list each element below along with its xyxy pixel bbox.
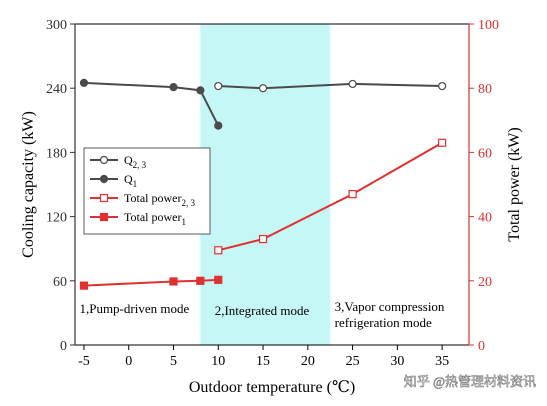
data-point-p23	[438, 138, 447, 147]
x-tick-label: 20	[301, 354, 315, 369]
y-right-axis-title: Total power (kW)	[506, 127, 523, 241]
y-left-tick-label: 0	[60, 339, 67, 354]
series-line-q23	[218, 82, 443, 90]
legend-label-p23: Total power2, 3	[124, 191, 195, 208]
data-point-q1	[169, 83, 178, 92]
x-tick-label: 25	[346, 354, 360, 369]
data-point-q1	[214, 121, 223, 130]
legend-label-main: Q	[124, 172, 133, 186]
y-left-tick-label: 180	[46, 146, 67, 161]
y-right-tick-label: 60	[478, 146, 492, 161]
y-right-tick-label: 40	[478, 211, 492, 226]
legend-marker-q23	[99, 155, 109, 165]
x-tick-label: 10	[211, 354, 225, 369]
legend-marker-p1	[99, 212, 109, 222]
y-left-tick-label: 300	[46, 18, 67, 33]
x-tick-label: 5	[170, 354, 177, 369]
y-right-tick-label: 20	[478, 275, 492, 290]
data-point-p23	[258, 234, 268, 244]
series-line-p1	[83, 278, 219, 287]
legend-label-subscript: 2, 3	[133, 160, 147, 170]
annotation-layer: 1,Pump-driven mode 2,Integrated mode 3,Vap…	[79, 299, 444, 330]
legend-label-q1: Q1	[124, 172, 137, 189]
region-label-line: 2,Integrated mode	[215, 303, 310, 318]
legend-label-main: Total power	[124, 210, 181, 224]
legend-label-main: Q	[124, 153, 133, 167]
region-label-1: 1,Pump-driven mode	[79, 301, 189, 316]
data-point-q1	[79, 78, 89, 87]
x-axis-title: Outdoor temperature (℃)	[189, 379, 355, 396]
data-point-p23	[348, 190, 357, 199]
series-line-q1	[83, 81, 220, 127]
legend-label-subscript: 1	[181, 217, 186, 227]
region-label-3: 3,Vapor compression refrigeration mode	[335, 299, 445, 330]
y-right-tick-label: 0	[478, 339, 485, 354]
data-point-p1	[196, 276, 205, 285]
x-tick-label: -5	[78, 354, 90, 369]
legend-label-main: Total power	[124, 191, 181, 205]
x-tick-label: 30	[390, 354, 404, 369]
data-point-q23	[258, 84, 268, 93]
data-point-p1	[169, 277, 178, 286]
legend-label-q23: Q2, 3	[124, 153, 147, 170]
legend-label-p1: Total power1	[124, 210, 186, 227]
region-label-line: 3,Vapor compression	[335, 299, 445, 314]
region-label-2: 2,Integrated mode	[215, 303, 310, 318]
axes-layer: -5 0 5 10 15 20 25 30 35 0 60 120 180 240 300 0 20 40 60 80…	[46, 18, 499, 369]
data-point-q23	[348, 79, 357, 89]
data-point-q23	[438, 81, 447, 91]
data-point-q23	[214, 81, 223, 91]
x-tick-label: 0	[125, 354, 132, 369]
y-left-tick-label: 60	[53, 275, 67, 290]
legend-marker-p23	[99, 193, 109, 203]
y-left-axis-title: Cooling capacity (kW)	[20, 111, 37, 258]
data-point-p1	[79, 281, 89, 290]
y-right-tick-label: 80	[478, 82, 492, 97]
region-label-line: refrigeration mode	[335, 315, 432, 330]
y-left-tick-label: 240	[46, 82, 67, 97]
data-point-p23	[214, 246, 223, 255]
series-line-p23	[218, 141, 443, 252]
y-left-tick-label: 120	[46, 211, 67, 226]
region-label-line: 1,Pump-driven mode	[79, 301, 189, 316]
data-point-q1	[196, 86, 205, 95]
watermark-text: 知乎 @热管理材料资讯	[404, 374, 536, 389]
legend-label-subscript: 2, 3	[181, 198, 195, 208]
series-layer	[79, 78, 447, 290]
legend-marker-q1	[99, 174, 109, 184]
highlight-band	[200, 24, 331, 345]
x-tick-label: 35	[435, 354, 449, 369]
legend-label-subscript: 1	[133, 179, 138, 189]
data-point-p1	[214, 275, 223, 284]
y-right-tick-label: 100	[478, 18, 499, 33]
x-tick-label: 15	[256, 354, 270, 369]
